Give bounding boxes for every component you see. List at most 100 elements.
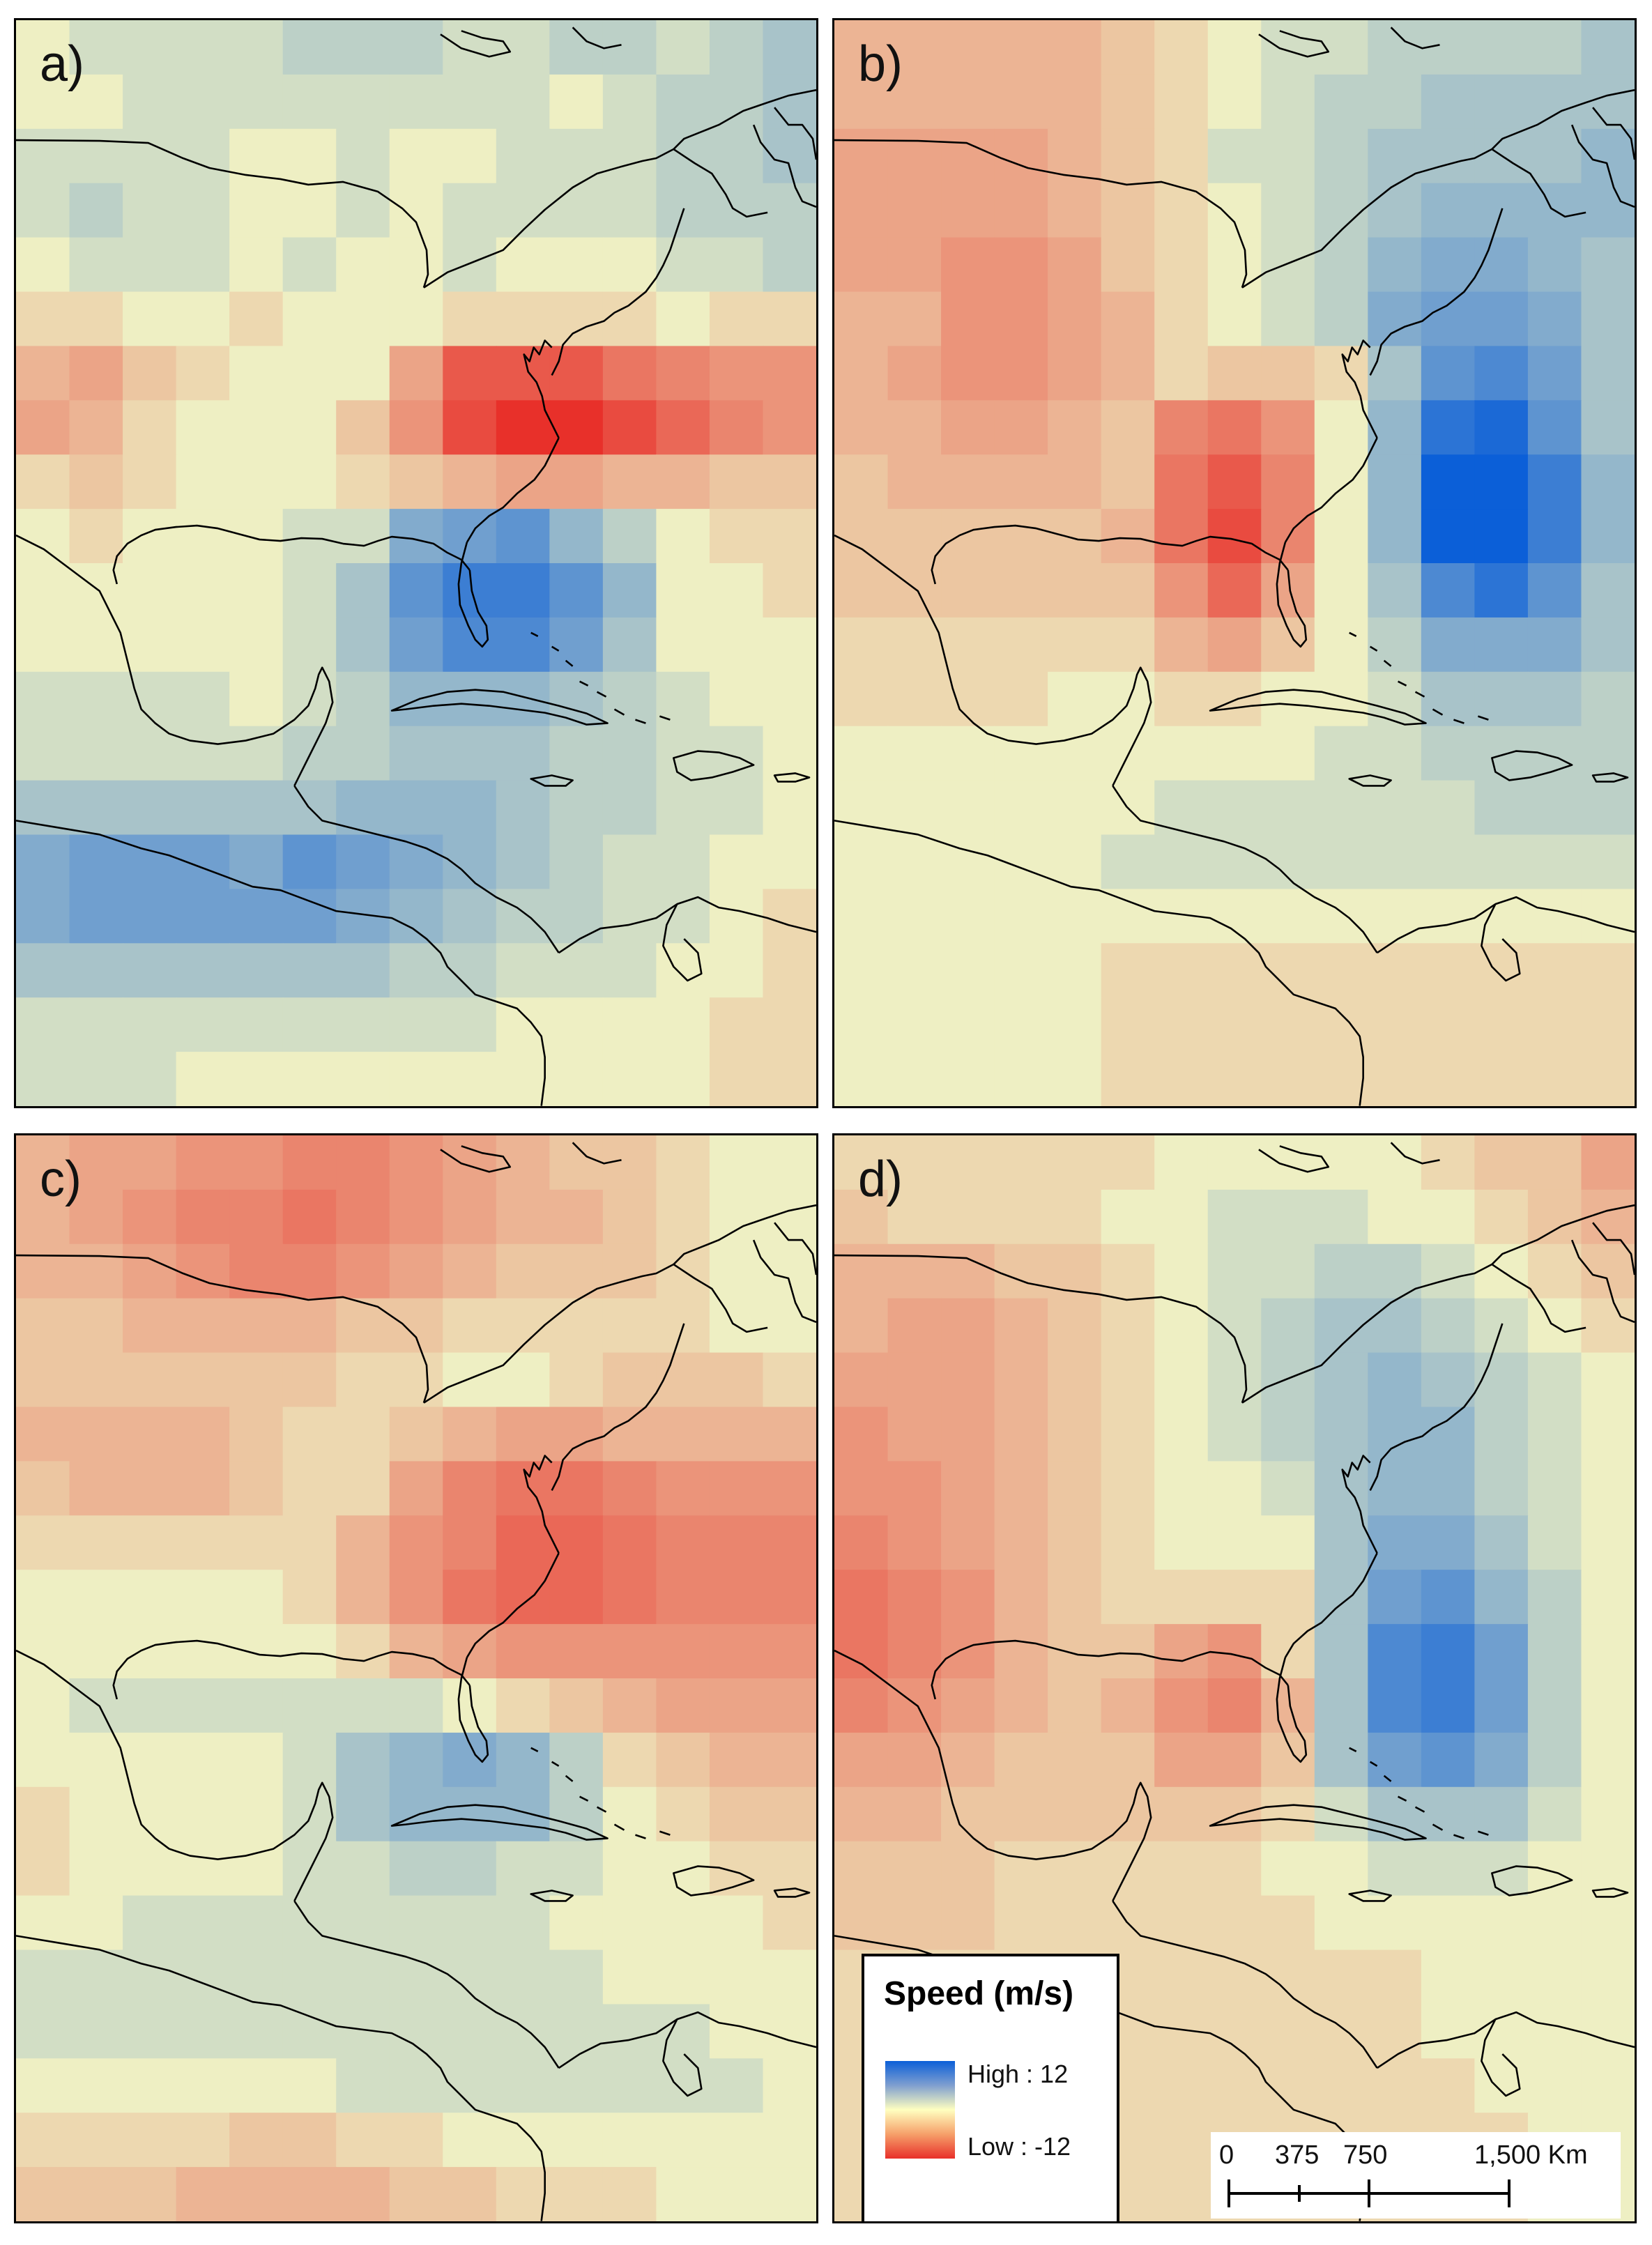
grid-cell xyxy=(229,617,284,673)
grid-cell xyxy=(389,74,444,130)
grid-cell xyxy=(282,1298,337,1354)
grid-cell xyxy=(443,1732,497,1788)
grid-cell xyxy=(443,671,497,727)
grid-cell xyxy=(1368,400,1422,455)
grid-cell xyxy=(1101,726,1155,781)
grid-cell xyxy=(1101,454,1155,509)
grid-cell xyxy=(941,780,995,836)
grid-cell xyxy=(123,454,177,509)
grid-cell xyxy=(1474,563,1529,618)
grid-cell xyxy=(1048,183,1102,238)
grid-cell xyxy=(69,1949,123,2005)
grid-cell xyxy=(1261,1841,1315,1897)
grid-cell xyxy=(123,1461,177,1517)
grid-cell xyxy=(1048,780,1102,836)
grid-cell xyxy=(1261,1052,1315,1106)
grid-cell xyxy=(709,1678,764,1733)
grid-cell xyxy=(1474,128,1529,184)
grid-cell xyxy=(709,454,764,509)
legend-low-label: Low : -12 xyxy=(968,2132,1071,2161)
grid-cell xyxy=(16,454,70,509)
grid-cell xyxy=(1581,1243,1635,1299)
grid-cell xyxy=(176,183,230,238)
grid-cell xyxy=(1421,183,1476,238)
grid-cell xyxy=(69,943,123,998)
grid-cell xyxy=(1314,128,1369,184)
grid-cell xyxy=(763,943,816,998)
grid-cell xyxy=(176,1407,230,1462)
legend-title: Speed (m/s) xyxy=(884,1975,1074,2012)
grid-cell xyxy=(1314,1624,1369,1679)
grid-cell xyxy=(69,454,123,509)
grid-cell xyxy=(16,128,70,184)
grid-cell xyxy=(1474,1298,1529,1354)
grid-cell xyxy=(1527,1732,1582,1788)
grid-cell xyxy=(834,834,889,890)
grid-cell xyxy=(1474,1515,1529,1570)
grid-cell xyxy=(834,1407,889,1462)
grid-cell xyxy=(229,1461,284,1517)
grid-cell xyxy=(834,237,889,293)
grid-cell xyxy=(336,617,390,673)
grid-cell xyxy=(282,1352,337,1408)
grid-cell xyxy=(389,183,444,238)
grid-cell xyxy=(1207,1949,1262,2005)
grid-cell xyxy=(1581,563,1635,618)
grid-cell xyxy=(389,1052,444,1106)
map-panel-c: c) xyxy=(14,1133,818,2223)
grid-cell xyxy=(1048,834,1102,890)
grid-cell xyxy=(834,671,889,727)
grid-cell xyxy=(1368,454,1422,509)
grid-cell xyxy=(1101,1052,1155,1106)
grid-cell xyxy=(282,1189,337,1245)
grid-cell xyxy=(1527,1949,1582,2005)
grid-cell xyxy=(1314,74,1369,130)
grid-cell xyxy=(496,1949,551,2005)
grid-cell xyxy=(763,1732,816,1788)
grid-cell xyxy=(69,291,123,347)
grid-cell xyxy=(1368,183,1422,238)
grid-cell xyxy=(443,1298,497,1354)
grid-cell xyxy=(1048,1461,1102,1517)
grid-cell xyxy=(123,128,177,184)
grid-cell xyxy=(834,997,889,1052)
grid-cell xyxy=(656,1052,710,1106)
grid-cell xyxy=(336,1841,390,1897)
grid-cell xyxy=(389,997,444,1052)
grid-cell xyxy=(994,128,1048,184)
grid-cell xyxy=(834,291,889,347)
grid-cell xyxy=(123,1841,177,1897)
grid-cell xyxy=(602,889,657,944)
grid-cell xyxy=(1474,400,1529,455)
grid-cell xyxy=(887,1243,942,1299)
grid-cell xyxy=(176,563,230,618)
grid-cell xyxy=(1101,183,1155,238)
grid-cell xyxy=(1154,1786,1209,1842)
grid-cell xyxy=(1474,726,1529,781)
grid-cell xyxy=(1101,1895,1155,1951)
grid-cell xyxy=(656,400,710,455)
grid-cell xyxy=(176,291,230,347)
grid-cell xyxy=(443,74,497,130)
grid-cell xyxy=(69,1732,123,1788)
grid-cell xyxy=(887,563,942,618)
grid-cell xyxy=(229,943,284,998)
grid-cell xyxy=(496,2058,551,2113)
grid-cell xyxy=(336,943,390,998)
grid-cell xyxy=(1581,1189,1635,1245)
grid-cell xyxy=(994,1895,1048,1951)
grid-cell xyxy=(763,1841,816,1897)
grid-cell xyxy=(1314,780,1369,836)
grid-cell xyxy=(1261,889,1315,944)
grid-cell xyxy=(1207,671,1262,727)
grid-cell xyxy=(443,1624,497,1679)
grid-cell xyxy=(496,1570,551,1625)
grid-cell xyxy=(496,128,551,184)
grid-cell xyxy=(176,1949,230,2005)
grid-cell xyxy=(1314,237,1369,293)
grid-cell xyxy=(1261,943,1315,998)
grid-cell xyxy=(1314,834,1369,890)
grid-cell xyxy=(1368,1352,1422,1408)
grid-cell xyxy=(941,1243,995,1299)
grid-cell xyxy=(1368,1678,1422,1733)
